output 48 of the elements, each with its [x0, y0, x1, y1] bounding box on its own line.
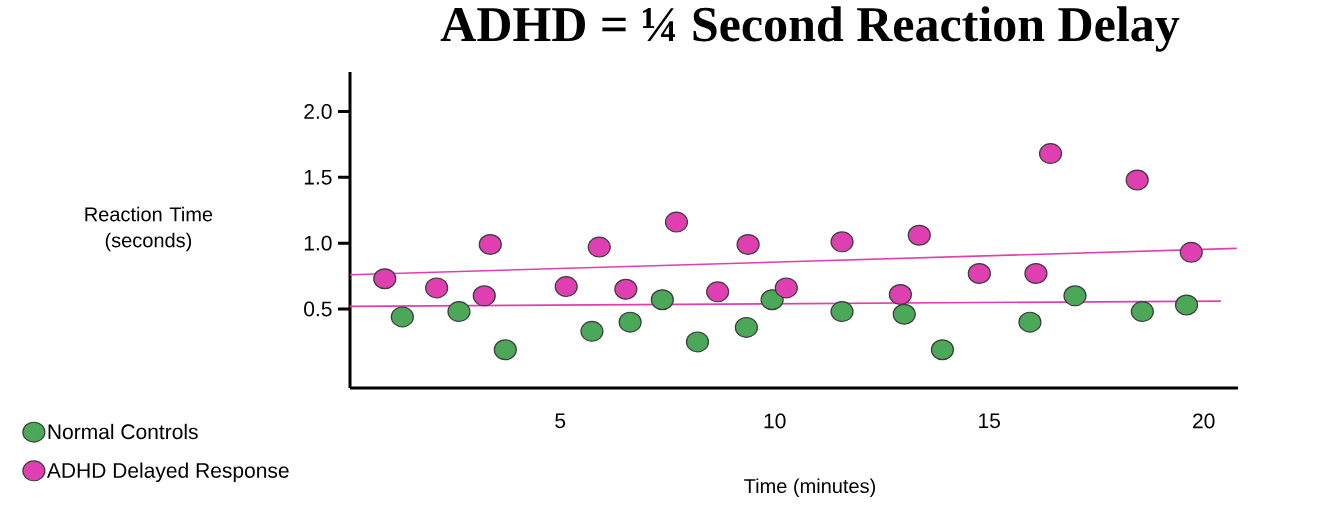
- point: [760, 289, 784, 311]
- chart-title: ADHD = ¼ Second Reaction Delay: [440, 6, 1180, 52]
- point: [1125, 169, 1149, 191]
- point: [587, 236, 611, 258]
- point: [472, 285, 496, 307]
- x-tick-label: 5: [555, 413, 566, 429]
- point: [830, 301, 854, 323]
- point: [390, 306, 414, 328]
- point: [618, 311, 642, 333]
- point: [1174, 294, 1199, 316]
- y-tick-label: 1.0: [304, 235, 332, 251]
- point: [907, 224, 931, 246]
- point: [373, 268, 397, 290]
- point: [892, 303, 916, 325]
- legend-label: Normal Controls: [48, 423, 198, 440]
- point: [830, 231, 854, 253]
- point: [967, 262, 991, 284]
- x-tick-label: 10: [764, 413, 786, 429]
- point: [930, 339, 955, 361]
- y-tick-label: 0.5: [304, 301, 332, 317]
- point: [706, 281, 730, 303]
- point: [736, 233, 760, 255]
- point: [888, 284, 912, 305]
- x-tick-label: 20: [1193, 413, 1215, 429]
- point: [447, 301, 471, 323]
- point: [1130, 301, 1154, 323]
- point: [1038, 143, 1063, 165]
- point: [664, 211, 689, 233]
- point: [580, 320, 604, 342]
- point: [774, 277, 798, 299]
- point: [1063, 285, 1087, 307]
- point: [554, 276, 578, 298]
- y-tick-label: 2.0: [304, 104, 332, 119]
- point: [650, 289, 674, 311]
- point: [493, 339, 517, 361]
- point: [1179, 241, 1203, 263]
- point: [425, 277, 449, 299]
- y-tick-label: 1.5: [304, 170, 332, 185]
- point: [1018, 311, 1042, 333]
- x-tick-label: 15: [979, 413, 1000, 429]
- point: [614, 278, 638, 300]
- point: [734, 316, 758, 338]
- point: [478, 233, 502, 255]
- point: [685, 331, 710, 353]
- x-axis-title: Time (minutes): [744, 478, 876, 498]
- point: [1024, 262, 1048, 284]
- y-axis-title: Reaction Time (seconds): [85, 206, 213, 252]
- legend-label: ADHD Delayed Response: [46, 462, 289, 483]
